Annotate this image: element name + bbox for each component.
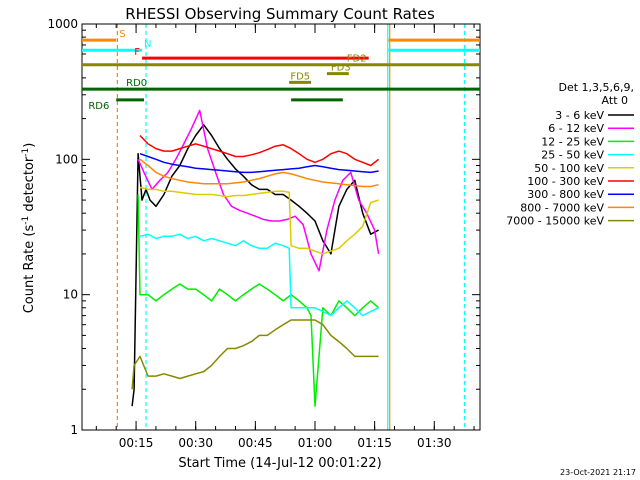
flag-label-rd6: RD6 xyxy=(88,101,109,112)
y-axis-label-mid: detector xyxy=(22,156,37,216)
x-axis-label: Start Time (14-Jul-12 00:01:22) xyxy=(178,456,381,471)
series-line-1 xyxy=(131,124,379,407)
series-line-4 xyxy=(139,233,379,317)
x-tick-label-6: 01:30 xyxy=(417,436,452,450)
series-line-5 xyxy=(139,186,379,255)
series-line-9 xyxy=(131,319,379,390)
y-tick-label-2: 10 xyxy=(63,288,78,302)
legend-entry-label-7: 300 - 800 keV xyxy=(527,188,604,201)
flag-label-f: F xyxy=(134,47,140,58)
y-tick-label-4: 1000 xyxy=(47,17,78,31)
y-axis-label: Count Rate (s-1 detector-1) xyxy=(21,143,37,314)
legend-entry-label-6: 100 - 300 keV xyxy=(527,175,604,188)
y-axis-label-end: ) xyxy=(22,143,37,148)
y-tick-label-3: 100 xyxy=(55,152,78,166)
legend-entry-label-8: 800 - 7000 keV xyxy=(520,201,604,214)
legend-entry-label-9: 7000 - 15000 keV xyxy=(506,215,604,228)
series-line-8 xyxy=(139,158,379,188)
axes: 1 10 100 1000 00:15 00:30 00:45 01:00 01:15 01:30 xyxy=(47,17,481,450)
series-line-3 xyxy=(137,194,380,407)
timestamp: 23-Oct-2021 21:17 xyxy=(560,468,636,477)
plot-area xyxy=(116,24,466,430)
flag-label-fd3: FD3 xyxy=(331,63,351,74)
legend-entry-label-4: 25 - 50 keV xyxy=(541,149,604,162)
legend-header-line-2: Att 0 xyxy=(602,94,628,107)
series-line-2 xyxy=(137,109,380,272)
legend-header-line-1: Det 1,3,5,6,9, xyxy=(558,81,634,94)
legend-entry-label-1: 3 - 6 keV xyxy=(555,109,604,122)
y-axis-label-exp2: -1 xyxy=(21,148,31,157)
y-axis-label-main: Count Rate (s xyxy=(22,225,37,314)
legend-entry-label-2: 6 - 12 keV xyxy=(548,122,604,135)
legend-entry-label-5: 50 - 100 keV xyxy=(534,162,604,175)
x-tick-label-4: 01:00 xyxy=(298,436,333,450)
flag-label-s: S xyxy=(119,29,125,40)
y-axis-label-exp1: -1 xyxy=(21,216,31,225)
x-tick-label-1: 00:15 xyxy=(119,436,154,450)
y-tick-label-1: 1 xyxy=(70,423,78,437)
flag-label-n: N xyxy=(144,39,151,50)
flag-label-rd0: RD0 xyxy=(126,78,147,89)
x-tick-label-5: 01:15 xyxy=(357,436,392,450)
legend-entry-label-3: 12 - 25 keV xyxy=(541,135,604,148)
series-line-7 xyxy=(139,152,379,174)
flag-label-fd5: FD5 xyxy=(290,71,310,82)
plot-frame xyxy=(81,23,481,431)
svg-text:Count Rate (s-1 detector-1): Count Rate (s-1 detector-1) xyxy=(21,143,37,314)
chart-title: RHESSI Observing Summary Count Rates xyxy=(125,5,435,23)
x-tick-label-2: 00:30 xyxy=(178,436,213,450)
series-line-6 xyxy=(139,134,380,167)
x-tick-label-3: 00:45 xyxy=(238,436,273,450)
flag-label-fd2: FD2 xyxy=(347,54,367,65)
